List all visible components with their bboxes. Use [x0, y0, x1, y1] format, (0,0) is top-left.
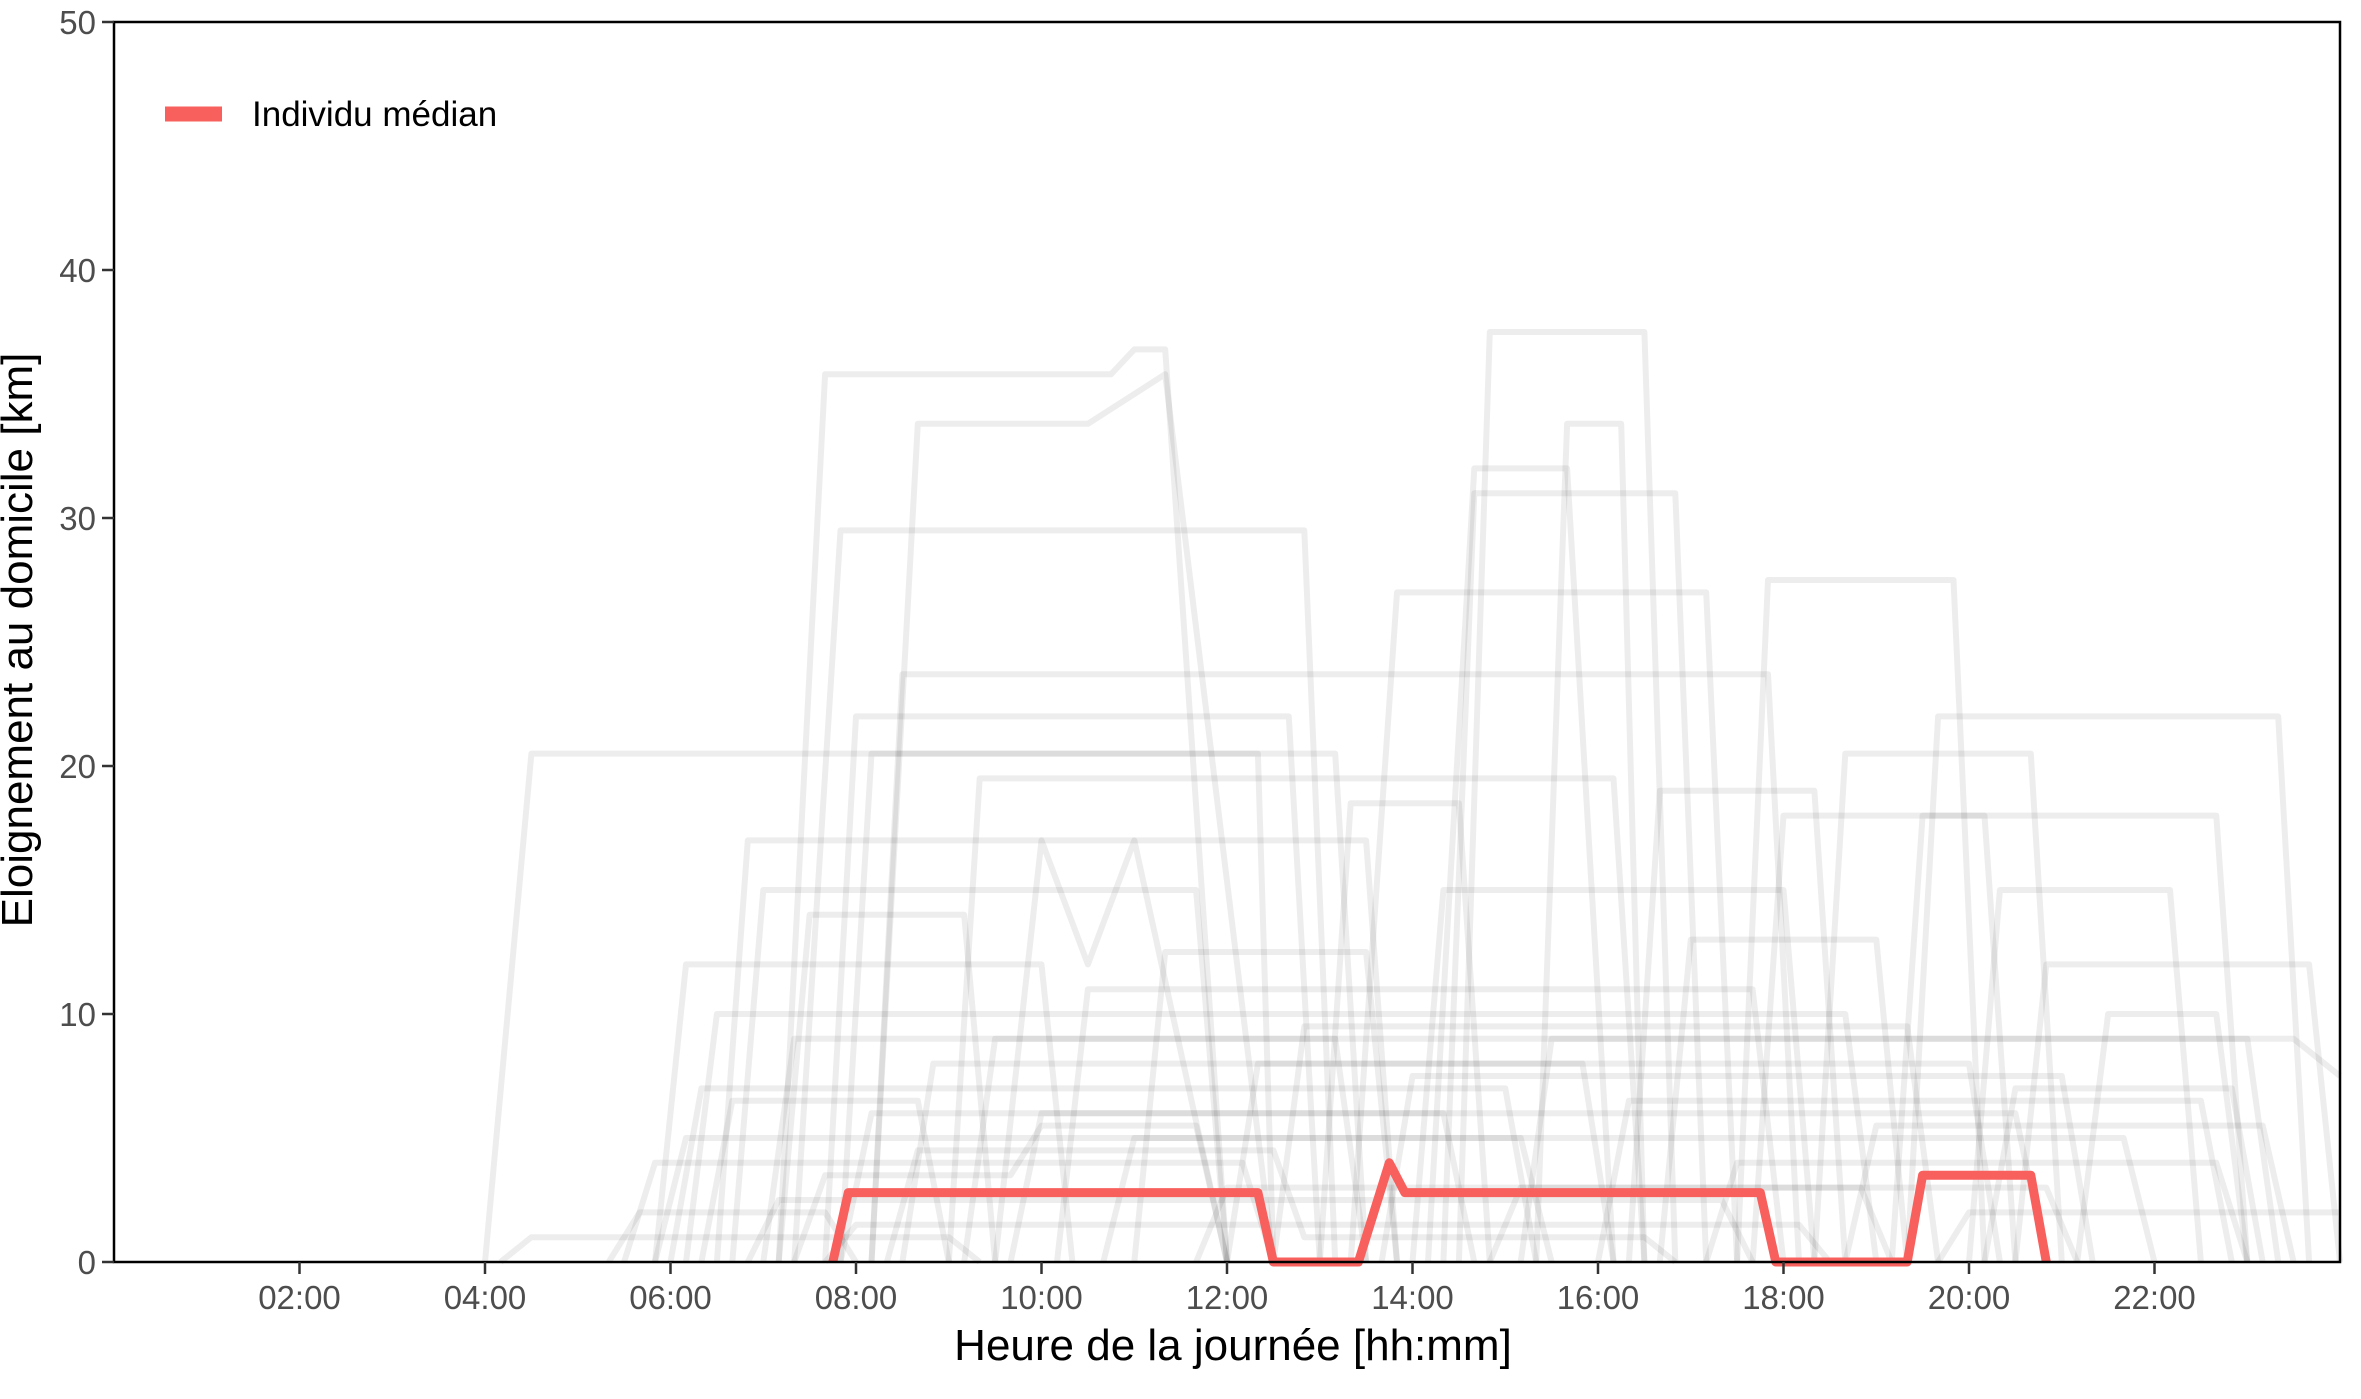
- background-series-line-6: [1425, 465, 1617, 1263]
- legend-label-median: Individu médian: [252, 95, 497, 134]
- background-series-line-23: [1409, 887, 1818, 1263]
- y-tick-label-4: 40: [59, 252, 96, 289]
- x-tick-label-6: 14:00: [1371, 1279, 1454, 1316]
- background-series-line-11: [822, 713, 1323, 1263]
- x-tick-label-2: 06:00: [629, 1279, 712, 1316]
- x-tick-label-3: 08:00: [815, 1279, 898, 1316]
- background-series-line-0: [482, 750, 1277, 1263]
- background-series-line-12: [1904, 713, 2313, 1263]
- background-series-line-28: [1595, 1097, 2235, 1263]
- background-series-line-5: [1533, 420, 1648, 1263]
- x-tick-label-8: 18:00: [1742, 1279, 1825, 1316]
- background-series-line-35: [1270, 1023, 1942, 1263]
- background-series-line-34: [1054, 986, 1787, 1263]
- background-series-group: [482, 329, 2343, 1265]
- background-series-line-21: [729, 887, 1230, 1263]
- y-axis-title: Eloignement au domicile [km]: [0, 353, 42, 928]
- background-series-line-38: [791, 1122, 1230, 1264]
- background-series-line-51: [1100, 1135, 1555, 1263]
- background-series-line-48: [1935, 1209, 2340, 1264]
- background-series-line-44: [884, 1147, 1678, 1265]
- x-tick-label-4: 10:00: [1000, 1279, 1083, 1316]
- background-series-line-10: [868, 671, 1802, 1263]
- background-series-line-22: [652, 961, 1076, 1263]
- background-series-line-9: [1440, 490, 1710, 1263]
- background-series-line-40: [1656, 936, 1911, 1263]
- background-series-line-17: [713, 837, 1400, 1263]
- background-series-line-54: [1193, 1184, 1895, 1264]
- background-series-line-3: [791, 527, 1339, 1263]
- x-tick-label-0: 02:00: [258, 1279, 341, 1316]
- background-series-line-53: [2074, 1011, 2251, 1263]
- background-series-line-25: [683, 1011, 1880, 1263]
- background-series-line-4: [1455, 329, 1679, 1263]
- background-series-line-2: [868, 371, 1277, 1263]
- background-series-line-37: [1517, 1035, 2342, 1263]
- background-series-line-20: [992, 837, 1230, 1263]
- background-series-line-18: [1749, 812, 2019, 1263]
- background-series-line-8: [1734, 577, 1988, 1263]
- background-series-line-52: [1316, 800, 1493, 1263]
- x-tick-label-5: 12:00: [1186, 1279, 1269, 1316]
- y-tick-label-5: 50: [59, 4, 96, 41]
- background-series-line-16: [1888, 812, 2251, 1263]
- background-series-line-14: [837, 750, 1370, 1263]
- background-series-line-47: [1703, 1159, 2251, 1263]
- x-axis-title: Heure de la journée [hh:mm]: [954, 1321, 1512, 1370]
- x-tick-label-7: 16:00: [1557, 1279, 1640, 1316]
- background-series-line-19: [1966, 887, 2204, 1263]
- background-series-line-45: [961, 1035, 1370, 1263]
- background-series-line-39: [1131, 949, 1400, 1263]
- y-tick-label-3: 30: [59, 500, 96, 537]
- background-series-line-13: [1811, 750, 2065, 1263]
- background-series-line-27: [667, 1085, 1540, 1263]
- background-series-line-57: [775, 911, 999, 1263]
- background-series-line-29: [652, 1135, 2158, 1263]
- x-tick-label-10: 22:00: [2113, 1279, 2196, 1316]
- background-series-line-33: [899, 1060, 2003, 1263]
- background-series-line-30: [498, 1234, 982, 1265]
- background-series-line-50: [698, 1097, 952, 1263]
- y-tick-label-0: 0: [78, 1244, 96, 1281]
- background-series-line-49: [1224, 1060, 1617, 1263]
- background-series-line-32: [837, 1110, 1478, 1263]
- background-series-line-56: [1625, 787, 1849, 1263]
- background-series-line-41: [1842, 1122, 2297, 1263]
- background-series-line-15: [945, 775, 1648, 1263]
- background-series-line-24: [2012, 961, 2343, 1263]
- background-series-line-46: [1487, 1184, 2080, 1264]
- median-series-line: [828, 1158, 2051, 1267]
- background-series-line-1: [775, 346, 1230, 1263]
- y-tick-label-2: 20: [59, 748, 96, 785]
- y-tick-label-1: 10: [59, 996, 96, 1033]
- median-series-group: [828, 1158, 2051, 1267]
- background-series-line-26: [760, 1035, 2282, 1263]
- background-series-line-7: [1347, 589, 1741, 1263]
- x-tick-label-1: 04:00: [444, 1279, 527, 1316]
- background-series-line-42: [745, 1197, 1756, 1264]
- x-tick-label-9: 20:00: [1928, 1279, 2011, 1316]
- legend: Individu médian: [165, 95, 497, 134]
- axes-group: 02:00 04:00 06:00 08:00 10:00 12:00 14:00 16:00…: [59, 4, 2342, 1316]
